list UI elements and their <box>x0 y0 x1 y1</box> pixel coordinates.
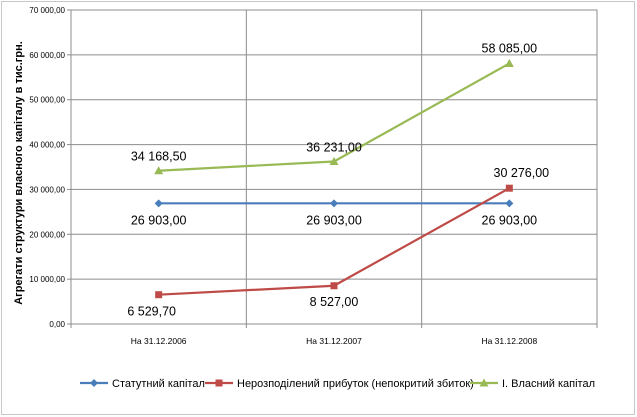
data-label: 6 529,70 <box>127 305 176 319</box>
data-point-marker <box>505 184 513 192</box>
legend-entry: І. Власний капітал <box>502 378 595 390</box>
y-axis-title: Агрегати структури власного капіталу в т… <box>13 41 25 305</box>
data-point-marker <box>479 378 489 387</box>
data-point-marker <box>329 156 339 165</box>
data-label: 58 085,00 <box>482 41 538 55</box>
y-tick-label: 30 000,00 <box>29 185 65 194</box>
data-point-marker <box>155 291 163 299</box>
data-point-marker <box>154 166 164 175</box>
data-point-marker <box>90 379 98 387</box>
y-tick-label: 20 000,00 <box>29 230 65 239</box>
x-tick-label: На 31.12.2007 <box>306 336 362 346</box>
data-point-marker <box>330 199 338 208</box>
data-point-marker <box>215 379 223 387</box>
data-point-marker <box>330 282 338 290</box>
y-tick-label: 40 000,00 <box>29 141 65 150</box>
data-label: 36 231,00 <box>306 140 362 154</box>
data-point-marker <box>504 58 514 67</box>
y-tick-label: 50 000,00 <box>29 96 65 105</box>
plot-area <box>70 9 598 325</box>
x-tick-label: На 31.12.2006 <box>131 336 187 346</box>
y-tick-label: 70 000,00 <box>29 6 65 15</box>
data-label: 8 527,00 <box>310 295 359 309</box>
y-tick-label: 0,00 <box>49 320 65 329</box>
x-tick-label: На 31.12.2008 <box>481 336 537 346</box>
legend-entry: Нерозподілений прибуток (непокритий збит… <box>237 378 474 390</box>
data-label: 30 276,00 <box>494 166 550 180</box>
legend-entry: Статутний капітал <box>112 378 205 390</box>
data-label: 26 903,00 <box>482 213 538 227</box>
data-point-marker <box>505 199 514 208</box>
data-point-marker <box>154 199 163 208</box>
data-label: 26 903,00 <box>131 213 187 227</box>
series-line <box>158 62 510 172</box>
data-label: 34 168,50 <box>131 150 187 164</box>
y-tick-label: 60 000,00 <box>29 51 65 60</box>
y-tick-label: 10 000,00 <box>29 275 65 284</box>
data-label: 26 903,00 <box>306 213 362 227</box>
